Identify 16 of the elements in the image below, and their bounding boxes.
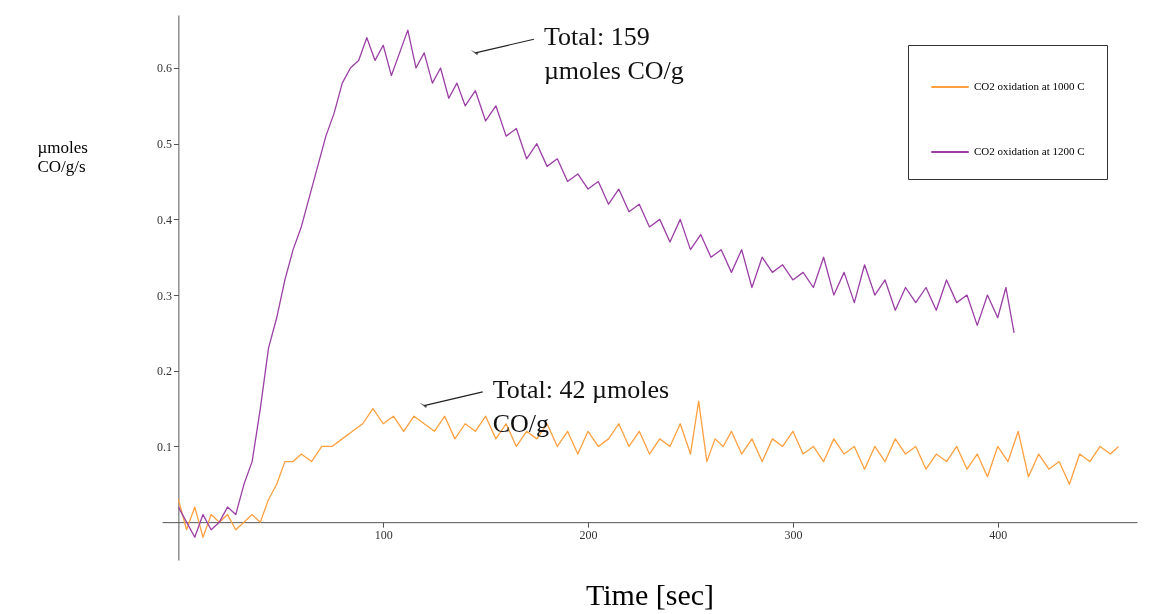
x-axis-title: Time [sec] xyxy=(585,577,715,611)
x-tick-label: 300 xyxy=(784,527,803,542)
y-tick-label: 0.5 xyxy=(156,137,172,152)
y-tick-label: 0.6 xyxy=(156,61,172,76)
x-tick-label: 400 xyxy=(989,527,1008,542)
x-tick-label: 100 xyxy=(374,527,393,542)
y-tick-label: 0.1 xyxy=(156,439,172,454)
y-tick-label: 0.2 xyxy=(156,364,172,379)
legend-label: CO2 oxidation at 1000 C xyxy=(974,80,1085,92)
y-tick-label: 0.4 xyxy=(156,212,172,227)
x-tick-label: 200 xyxy=(579,527,598,542)
annotation: Total: 42 µmoles CO/g xyxy=(492,374,670,438)
legend-label: CO2 oxidation at 1200 C xyxy=(974,145,1085,157)
y-axis-title: µmoles CO/g/s xyxy=(37,138,88,177)
annotation: Total: 159 µmoles CO/g xyxy=(543,22,684,86)
y-tick-label: 0.3 xyxy=(156,288,172,303)
